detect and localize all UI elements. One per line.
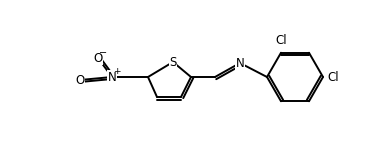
Text: Cl: Cl [327, 70, 339, 83]
Text: N: N [108, 70, 116, 83]
Text: N: N [236, 57, 244, 70]
Text: +: + [113, 67, 120, 76]
Text: O: O [75, 74, 85, 86]
Text: S: S [169, 56, 177, 69]
Text: −: − [99, 48, 107, 58]
Text: O: O [93, 52, 103, 65]
Text: Cl: Cl [275, 34, 287, 47]
